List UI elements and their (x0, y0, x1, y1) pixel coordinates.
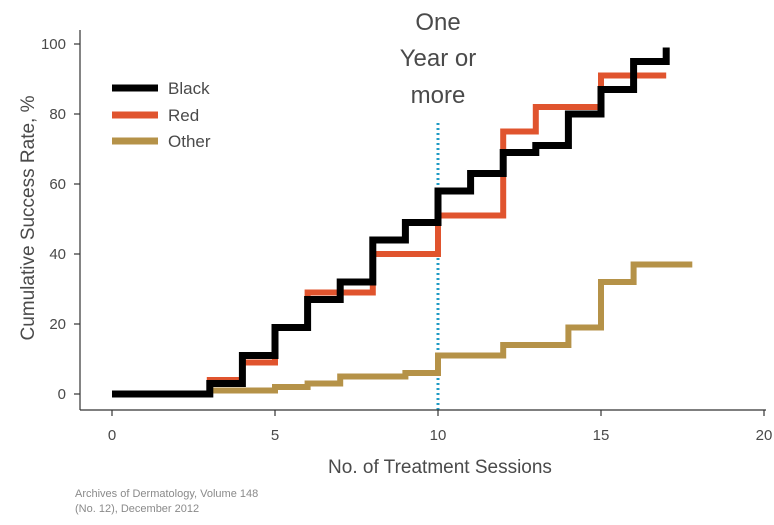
y-tick-label: 80 (49, 106, 66, 123)
y-tick-label: 60 (49, 176, 66, 193)
source-line-2: (No. 12), December 2012 (75, 503, 200, 515)
series-line-other (112, 261, 693, 397)
legend-label-other: Other (168, 132, 211, 151)
series-line-black (112, 47, 670, 398)
y-tick-label: 100 (41, 36, 66, 53)
legend: Black Red Other (112, 79, 211, 151)
source-line-1: Archives of Dermatology, Volume 148 (75, 488, 259, 500)
x-tick-label: 10 (430, 427, 447, 444)
x-tick-label: 20 (756, 427, 773, 444)
x-tick-label: 5 (271, 427, 279, 444)
y-tick-label: 0 (58, 386, 66, 403)
source-citation: Archives of Dermatology, Volume 148 (No.… (75, 487, 258, 517)
y-tick-label: 40 (49, 246, 66, 263)
annotation-line-3: more (411, 82, 466, 109)
x-tick-label: 0 (108, 427, 116, 444)
x-tick-label: 15 (593, 427, 610, 444)
y-ticks: 0 20 40 60 80 100 (41, 36, 80, 403)
x-axis-title: No. of Treatment Sessions (328, 457, 552, 478)
y-tick-label: 20 (49, 316, 66, 333)
axes: 0 5 10 15 20 0 20 40 60 80 100 No. of Treatment S… (18, 30, 772, 478)
legend-label-black: Black (168, 79, 210, 98)
annotation-line-1: One (415, 9, 460, 36)
y-axis-title: Cumulative Success Rate, % (18, 95, 39, 340)
legend-label-red: Red (168, 106, 199, 125)
series-layer (112, 47, 693, 398)
x-ticks: 0 5 10 15 20 (108, 410, 773, 444)
annotation-line-2: Year or (400, 45, 477, 72)
